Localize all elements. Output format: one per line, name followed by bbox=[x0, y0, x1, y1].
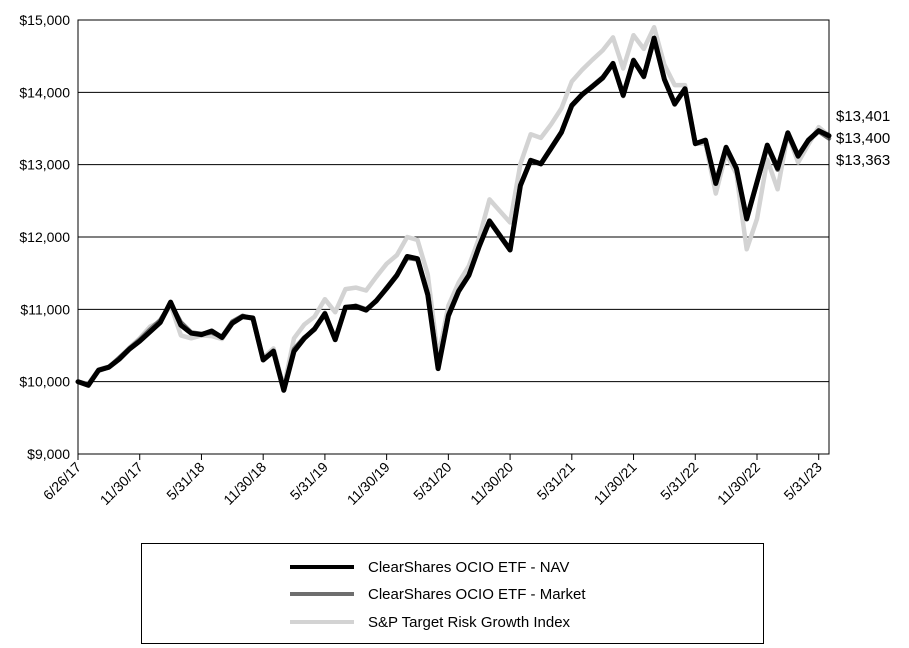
legend-swatch bbox=[290, 592, 354, 596]
line-chart: $9,000 $10,000 $11,000 $12,000 $13,000 $14,00… bbox=[19, 12, 890, 508]
series-line-clearshares-ocio-etf-nav bbox=[75, 35, 832, 393]
legend-label: ClearShares OCIO ETF - Market bbox=[368, 585, 586, 603]
x-tick-label: 11/30/22 bbox=[714, 459, 763, 508]
plot-area-frame bbox=[77, 19, 830, 455]
x-tick-label: 5/31/21 bbox=[534, 459, 578, 503]
end-value-label: $13,401 bbox=[836, 108, 890, 125]
y-tick-label: $13,000 bbox=[19, 157, 70, 173]
end-value-labels: $13,401 $13,400 $13,363 bbox=[836, 108, 890, 169]
x-tick-label: 11/30/17 bbox=[97, 459, 146, 508]
end-value-label: $13,363 bbox=[836, 152, 890, 169]
x-tick-label: 11/30/20 bbox=[467, 459, 516, 508]
series-lines bbox=[75, 24, 832, 393]
legend bbox=[141, 543, 764, 644]
legend-item: ClearShares OCIO ETF - NAV bbox=[290, 556, 569, 578]
y-tick-label: $14,000 bbox=[19, 84, 70, 100]
legend-item: ClearShares OCIO ETF - Market bbox=[290, 583, 586, 605]
y-tick-label: $11,000 bbox=[20, 301, 70, 317]
x-tick-label: 5/31/18 bbox=[163, 459, 207, 503]
x-tick-label: 11/30/18 bbox=[220, 459, 269, 508]
x-tick-label: 6/26/17 bbox=[40, 459, 84, 503]
legend-swatch bbox=[290, 565, 354, 569]
x-tick-label: 11/30/21 bbox=[591, 459, 640, 508]
end-value-label: $13,400 bbox=[836, 130, 890, 147]
x-tick-label: 5/31/20 bbox=[410, 459, 454, 503]
legend-label: S&P Target Risk Growth Index bbox=[368, 613, 571, 631]
x-tick-label: 5/31/19 bbox=[287, 459, 331, 503]
legend-swatch bbox=[290, 620, 354, 624]
x-tick-label: 5/31/23 bbox=[780, 459, 824, 503]
x-tick-label: 5/31/22 bbox=[657, 459, 701, 503]
y-tick-label: $10,000 bbox=[19, 374, 70, 390]
gridlines bbox=[78, 19, 829, 455]
y-tick-label: $9,000 bbox=[27, 446, 70, 462]
x-tick-label: 11/30/19 bbox=[344, 459, 393, 508]
legend-item: S&P Target Risk Growth Index bbox=[290, 611, 570, 633]
y-tick-label: $12,000 bbox=[19, 229, 70, 245]
y-axis-tick-labels: $9,000 $10,000 $11,000 $12,000 $13,000 $14,00… bbox=[19, 12, 70, 462]
y-tick-label: $15,000 bbox=[19, 12, 70, 28]
legend-label: ClearShares OCIO ETF - NAV bbox=[368, 558, 570, 576]
x-axis-tick-labels: 6/26/17 11/30/17 5/31/18 11/30/18 5/31/19 11/… bbox=[40, 454, 825, 508]
